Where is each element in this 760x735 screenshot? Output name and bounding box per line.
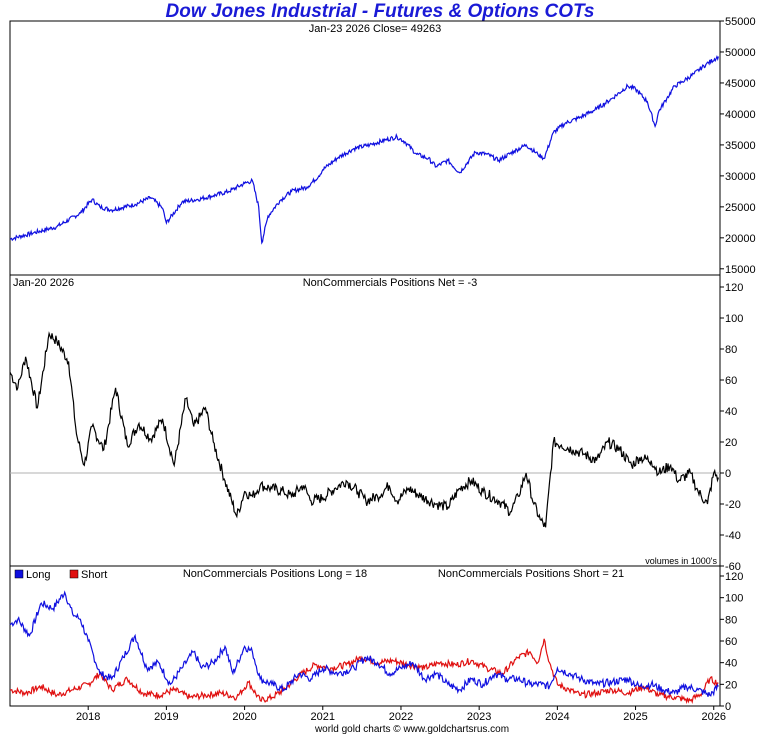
longshort-y-tick-label: 40 — [725, 658, 737, 670]
x-tick-label: 2023 — [467, 711, 491, 723]
volume-note: volumes in 1000's — [645, 556, 717, 566]
legend-short-swatch — [69, 569, 79, 579]
x-tick-label: 2025 — [623, 711, 647, 723]
x-tick-label: 2026 — [702, 711, 726, 723]
footer-credit: world gold charts © www.goldchartsrus.co… — [314, 724, 509, 735]
net-y-tick-label: -40 — [725, 530, 741, 542]
legend-long-swatch — [14, 569, 24, 579]
price-y-tick-label: 30000 — [725, 171, 756, 183]
net-series-line — [9, 331, 719, 528]
price-panel-frame — [9, 20, 721, 276]
price-subtitle: Jan-23 2026 Close= 49263 — [309, 23, 441, 35]
short-title: NonCommercials Positions Short = 21 — [438, 568, 624, 580]
longshort-y-tick-label: 60 — [725, 636, 737, 648]
price-y-tick-label: 55000 — [725, 16, 756, 28]
x-tick-label: 2021 — [311, 711, 335, 723]
price-y-tick-label: 50000 — [725, 47, 756, 59]
net-y-tick-label: -20 — [725, 499, 741, 511]
net-title: NonCommercials Positions Net = -3 — [303, 277, 478, 289]
net-panel-frame — [9, 274, 721, 567]
net-y-tick-label: 60 — [725, 375, 737, 387]
price-y-tick-label: 25000 — [725, 202, 756, 214]
longshort-y-tick-label: 20 — [725, 679, 737, 691]
x-tick-label: 2018 — [76, 711, 100, 723]
x-tick-label: 2020 — [232, 711, 256, 723]
x-tick-label: 2022 — [389, 711, 413, 723]
net-y-tick-label: 100 — [725, 313, 743, 325]
net-date-label: Jan-20 2026 — [13, 277, 74, 289]
chart-title: Dow Jones Industrial - Futures & Options… — [165, 1, 595, 22]
longshort-y-tick-label: 0 — [725, 701, 731, 713]
long-title: NonCommercials Positions Long = 18 — [183, 568, 367, 580]
net-y-tick-label: 120 — [725, 282, 743, 294]
longshort-y-tick-label: 100 — [725, 593, 743, 605]
price-y-tick-label: 40000 — [725, 109, 756, 121]
long-series-line — [9, 590, 719, 697]
price-y-tick-label: 20000 — [725, 233, 756, 245]
longshort-y-tick-label: 80 — [725, 614, 737, 626]
x-axis: 2018 2019 2020 2021 2022 2023 2024 2025 2026 — [76, 706, 726, 723]
longshort-y-tick-label: 120 — [725, 571, 743, 583]
legend-long-label: Long — [26, 569, 50, 581]
price-y-tick-label: 35000 — [725, 140, 756, 152]
net-y-tick-label: -60 — [725, 561, 741, 573]
net-y-tick-label: 20 — [725, 437, 737, 449]
price-series-line — [9, 54, 719, 245]
x-tick-label: 2024 — [545, 711, 569, 723]
short-series-line — [9, 638, 719, 705]
net-y-tick-label: 40 — [725, 406, 737, 418]
price-y-axis: 15000 20000 25000 30000 35000 40000 45000 50000… — [720, 16, 756, 276]
legend-short-label: Short — [81, 569, 107, 581]
price-y-tick-label: 45000 — [725, 78, 756, 90]
net-y-tick-label: 0 — [725, 468, 731, 480]
longshort-panel-frame — [9, 565, 721, 707]
net-y-axis: -60 -40 -20 0 20 40 60 80 100 120 — [720, 282, 743, 573]
net-y-tick-label: 80 — [725, 344, 737, 356]
price-y-tick-label: 15000 — [725, 264, 756, 276]
x-tick-label: 2019 — [154, 711, 178, 723]
longshort-y-axis: 0 20 40 60 80 100 120 — [720, 571, 743, 713]
